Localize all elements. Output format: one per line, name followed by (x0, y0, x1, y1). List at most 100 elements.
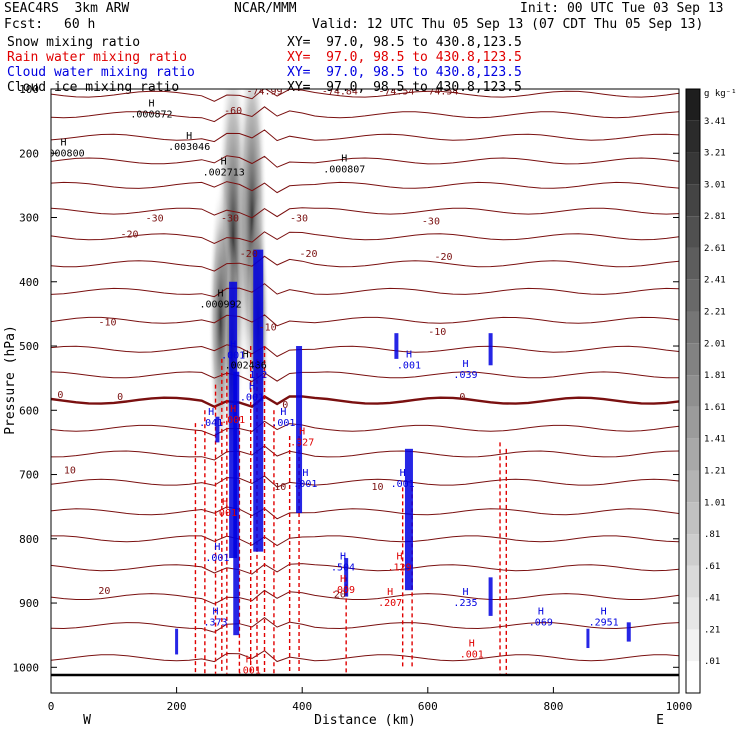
colorbar-label: 3.21 (704, 149, 726, 159)
maximum-marker: H (601, 606, 607, 617)
colorbar-unit: g kg⁻¹ (704, 89, 737, 99)
temperature-label: 10 (274, 482, 286, 493)
maximum-label: .001 (391, 479, 415, 490)
maximum-marker: H (218, 288, 224, 299)
temperature-label: -20 (240, 249, 258, 260)
y-tick-label: 100 (19, 83, 39, 96)
colorbar-swatch (686, 502, 700, 535)
colorbar-label: 1.81 (704, 371, 726, 381)
temperature-contour (51, 616, 679, 633)
colorbar-label: 1.41 (704, 435, 726, 445)
colorbar-swatch (686, 597, 700, 630)
y-tick-label: 400 (19, 276, 39, 289)
org-title: NCAR/MMM (234, 1, 297, 16)
y-tick-label: 700 (19, 469, 39, 482)
temperature-contour (51, 181, 679, 194)
plot-area: -74.99 -74.84 -74.54 -74.54 -30 -30 -30 -30 -60 -… (51, 86, 679, 677)
colorbar-label: .81 (704, 530, 720, 540)
maximum-marker: H (186, 131, 192, 142)
colorbar-label: 2.81 (704, 212, 726, 222)
temperature-contour (51, 420, 679, 437)
temperature-contour (51, 395, 679, 409)
cloud-water-contour (344, 558, 349, 597)
colorbar-label: 3.01 (704, 180, 726, 190)
maximum-marker: H (469, 638, 475, 649)
temperature-contour (51, 155, 679, 168)
colorbar: g kg⁻¹ 3.41 3.21 3.01 2.81 2.61 2.41 2.21 2.01 1… (685, 88, 737, 694)
colorbar-swatch (686, 438, 700, 471)
temperature-label: -30 (146, 214, 164, 225)
colorbar-swatch (686, 470, 700, 503)
maximum-marker: H (299, 426, 305, 437)
colorbar-label: .01 (704, 657, 720, 667)
field-name-cloud-water: Cloud water mixing ratio (7, 65, 195, 80)
temperature-contour (51, 445, 679, 461)
temperature-label: -60 (224, 106, 242, 117)
plot-frame (50, 88, 680, 694)
colorbar-label: 2.41 (704, 276, 726, 286)
y-tick-label: 300 (19, 212, 39, 225)
field-name-snow: Snow mixing ratio (7, 35, 141, 50)
maximum-marker: H (406, 349, 412, 360)
colorbar-swatch (686, 406, 700, 439)
maximum-label: .001 (397, 360, 421, 371)
colorbar-label: 1.21 (704, 466, 726, 476)
maximum-marker: H (222, 497, 228, 508)
maximum-label: .001 (205, 553, 229, 564)
cloud-water-contour (175, 628, 179, 655)
temperature-contour (51, 106, 679, 123)
temperature-contour (51, 475, 679, 488)
maximum-label: .001 (221, 351, 245, 362)
maximum-label: .009 (331, 585, 355, 596)
maximum-marker: H (61, 137, 67, 148)
maximum-marker: H (302, 468, 308, 479)
x-tick-label: 800 (543, 700, 563, 713)
maximum-marker: H (148, 99, 154, 110)
colorbar-swatch (686, 120, 700, 153)
maximum-marker: H (462, 359, 468, 370)
x-tick-label: 400 (292, 700, 312, 713)
temperature-label: -74.99 (246, 86, 282, 97)
temperature-contour (51, 89, 679, 102)
temperature-label: -74.54 (422, 86, 458, 97)
x-tick-label: 0 (48, 700, 55, 713)
maximum-label: .001 (237, 666, 261, 677)
temperature-label: -10 (428, 327, 446, 338)
temperature-contour (51, 506, 679, 520)
colorbar-swatch (686, 279, 700, 312)
field-name-cloud-ice: Cloud ice mixing ratio (7, 80, 180, 95)
west-label: W (83, 713, 91, 728)
colorbar-label: .21 (704, 625, 720, 635)
cloud-water-contour (488, 333, 493, 366)
cloud-water-contour (215, 416, 220, 443)
maximum-label: .207 (378, 598, 402, 609)
cloud-water-contour (229, 281, 238, 559)
maximum-label: 1.2 (249, 370, 267, 381)
x-tick-label: 1000 (666, 700, 693, 713)
colorbar-label: 1.01 (704, 498, 726, 508)
temperature-contour (51, 563, 679, 575)
colorbar-swatch (686, 184, 700, 217)
colorbar-swatch (686, 247, 700, 280)
model-title: SEAC4RS 3km ARW (4, 1, 130, 16)
init-time: Init: 00 UTC Tue 03 Sep 13 (520, 1, 724, 16)
forecast-label: Fcst: (4, 17, 44, 32)
temperature-label: -10 (259, 323, 277, 334)
cloud-water-contour (394, 333, 399, 359)
colorbar-swatch (686, 534, 700, 566)
x-axis-title: Distance (km) (314, 713, 416, 728)
maximum-label: .069 (529, 617, 553, 628)
maximum-marker: H (221, 157, 227, 168)
y-tick-label: 200 (19, 147, 39, 160)
maximum-label: .000992 (199, 299, 241, 310)
maximum-marker: H (213, 606, 219, 617)
temperature-label: 20 (334, 589, 346, 600)
maximum-marker: H (249, 381, 255, 392)
cloud-water-contour (296, 346, 303, 514)
maximum-label: .002486 (225, 360, 267, 371)
cloud-water-contour (253, 249, 264, 552)
temperature-contour (51, 255, 679, 272)
maximum-label: .001 (240, 392, 264, 403)
colorbar-swatch (686, 565, 700, 598)
